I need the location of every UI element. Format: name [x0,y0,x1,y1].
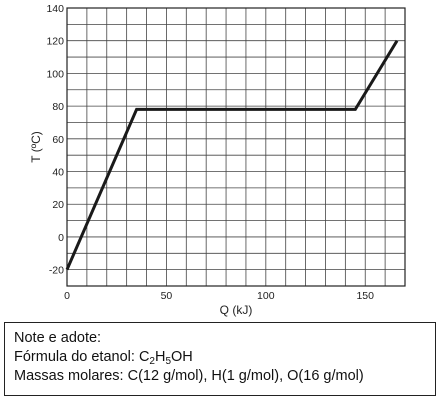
temperature-heat-chart: -20 0 20 40 60 80 100 120 140 0 50 100 150 Q (kJ) T… [29,3,406,317]
y-axis-ticks: -20 0 20 40 60 80 100 120 140 [46,3,64,277]
x-tick-label: 100 [257,290,275,302]
y-tick-label: 40 [52,167,64,179]
x-axis-label: Q (kJ) [220,303,253,317]
y-tick-label: -20 [49,265,64,277]
x-tick-label: 50 [161,290,173,302]
y-axis-label: T (ºC) [29,131,43,163]
formula-symbol: H [154,349,166,365]
ethanol-formula: C2H5OH [138,349,193,367]
note-formula-line: Fórmula do etanol: C2H5OH [14,348,435,367]
chart-grid [66,7,406,287]
y-tick-label: 140 [46,3,64,15]
y-tick-label: 20 [52,199,64,211]
formula-subscript: 2 [149,356,155,367]
plot-frame [66,7,406,287]
x-tick-label: 0 [64,290,70,302]
series-layer [65,39,399,271]
formula-symbol: C [138,349,150,365]
formula-symbol: OH [171,349,193,365]
x-axis-ticks: 0 50 100 150 [64,290,374,302]
y-tick-label: 120 [46,36,64,48]
x-tick-label: 150 [356,290,374,302]
y-tick-label: 100 [46,68,64,80]
y-tick-label: 80 [52,101,64,113]
series-line [65,39,399,271]
note-formula-prefix: Fórmula do etanol: [14,349,139,365]
formula-subscript: 5 [165,356,172,367]
note-molar-masses: Massas molares: C(12 g/mol), H(1 g/mol),… [14,368,364,384]
note-box: Note e adote: Fórmula do etanol: C2H5OH … [4,322,436,396]
note-title: Note e adote: [14,330,102,346]
y-tick-label: 0 [58,232,64,244]
y-tick-label: 60 [52,134,64,146]
